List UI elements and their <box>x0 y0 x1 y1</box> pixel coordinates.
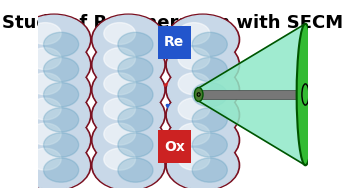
Circle shape <box>118 32 153 57</box>
Circle shape <box>93 141 164 189</box>
Circle shape <box>178 98 210 120</box>
Circle shape <box>19 116 89 164</box>
Circle shape <box>166 14 240 65</box>
Circle shape <box>92 14 165 65</box>
Circle shape <box>192 57 227 82</box>
Circle shape <box>104 48 135 70</box>
Circle shape <box>192 133 227 157</box>
FancyBboxPatch shape <box>158 26 191 59</box>
Circle shape <box>192 83 227 107</box>
Circle shape <box>92 140 165 189</box>
Ellipse shape <box>297 24 314 165</box>
Text: CH$_3$NH$_3$PbI$_3$: CH$_3$NH$_3$PbI$_3$ <box>140 32 214 46</box>
Circle shape <box>44 108 79 132</box>
Circle shape <box>166 39 240 90</box>
Circle shape <box>118 57 153 82</box>
Circle shape <box>178 123 210 145</box>
Circle shape <box>118 108 153 132</box>
Circle shape <box>104 148 135 170</box>
Circle shape <box>166 64 240 115</box>
Circle shape <box>17 115 91 166</box>
Circle shape <box>178 73 210 95</box>
Circle shape <box>19 66 89 114</box>
Ellipse shape <box>194 88 203 101</box>
Circle shape <box>104 123 135 145</box>
Circle shape <box>167 116 238 164</box>
Circle shape <box>29 23 61 44</box>
FancyBboxPatch shape <box>197 90 306 99</box>
Circle shape <box>29 148 61 170</box>
Circle shape <box>17 14 91 65</box>
Text: Study of Regeneration with SECM: Study of Regeneration with SECM <box>2 14 344 33</box>
Circle shape <box>104 98 135 120</box>
Circle shape <box>166 90 240 140</box>
FancyBboxPatch shape <box>158 130 191 163</box>
Circle shape <box>29 48 61 70</box>
Circle shape <box>118 133 153 157</box>
Circle shape <box>118 158 153 182</box>
Circle shape <box>44 133 79 157</box>
Circle shape <box>104 23 135 44</box>
Circle shape <box>19 40 89 89</box>
Circle shape <box>93 66 164 114</box>
Circle shape <box>93 40 164 89</box>
Circle shape <box>19 141 89 189</box>
Circle shape <box>104 73 135 95</box>
Circle shape <box>17 90 91 140</box>
Circle shape <box>178 23 210 44</box>
Circle shape <box>44 83 79 107</box>
Circle shape <box>17 64 91 115</box>
Circle shape <box>17 39 91 90</box>
Circle shape <box>192 108 227 132</box>
Polygon shape <box>199 24 306 165</box>
Circle shape <box>44 158 79 182</box>
Circle shape <box>166 115 240 166</box>
Text: Re: Re <box>164 35 184 49</box>
Circle shape <box>167 40 238 89</box>
Circle shape <box>166 140 240 189</box>
Circle shape <box>19 15 89 64</box>
Circle shape <box>92 115 165 166</box>
Text: sensitizers: sensitizers <box>133 142 200 152</box>
Circle shape <box>44 57 79 82</box>
Circle shape <box>93 116 164 164</box>
Circle shape <box>92 64 165 115</box>
Circle shape <box>167 91 238 139</box>
Circle shape <box>178 148 210 170</box>
Circle shape <box>29 123 61 145</box>
Circle shape <box>92 39 165 90</box>
Circle shape <box>93 91 164 139</box>
Circle shape <box>167 66 238 114</box>
Circle shape <box>192 32 227 57</box>
Text: Ox: Ox <box>164 140 185 154</box>
Circle shape <box>29 73 61 95</box>
Circle shape <box>178 48 210 70</box>
Circle shape <box>93 15 164 64</box>
Circle shape <box>29 98 61 120</box>
Circle shape <box>167 141 238 189</box>
Circle shape <box>19 91 89 139</box>
Circle shape <box>92 90 165 140</box>
Circle shape <box>167 15 238 64</box>
Circle shape <box>17 140 91 189</box>
Circle shape <box>44 32 79 57</box>
Circle shape <box>118 83 153 107</box>
Text: vs.: vs. <box>140 88 161 101</box>
Circle shape <box>192 158 227 182</box>
